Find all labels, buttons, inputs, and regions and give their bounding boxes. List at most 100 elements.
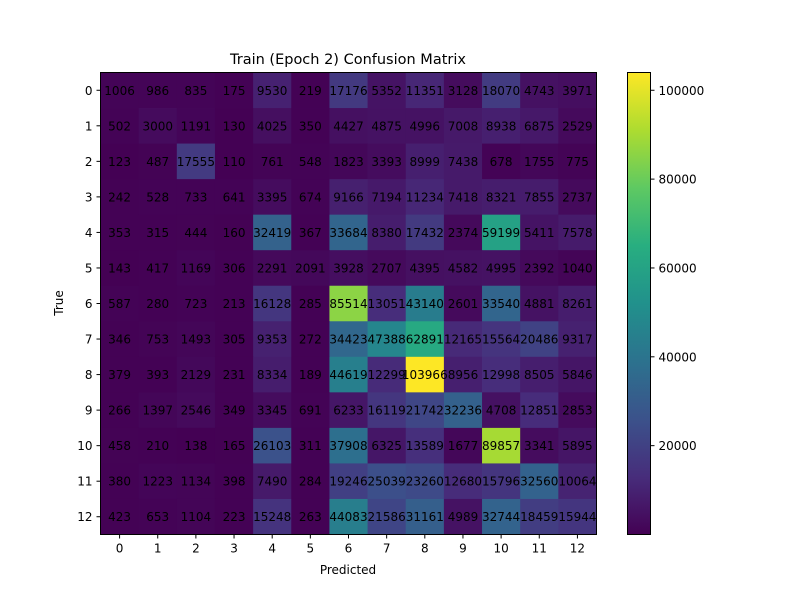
cell-value-label: 12165 <box>444 333 482 347</box>
cell-value-label: 8956 <box>448 368 479 382</box>
cell-value-label: 311 <box>299 439 322 453</box>
heatmap-cell <box>329 72 368 109</box>
heatmap-cell <box>520 498 559 535</box>
cell-value-label: 12680 <box>444 475 482 489</box>
cell-value-label: 231 <box>223 368 246 382</box>
cell-value-label: 26103 <box>253 439 291 453</box>
cell-value-label: 213 <box>223 297 246 311</box>
cell-value-label: 4989 <box>448 510 479 524</box>
cell-value-label: 2392 <box>524 261 555 275</box>
heatmap-cell <box>367 250 407 287</box>
heatmap-cell <box>253 143 292 180</box>
heatmap-cell <box>443 463 483 500</box>
cell-value-label: 502 <box>108 119 131 133</box>
cell-value-label: 678 <box>490 155 513 169</box>
heatmap-cell <box>558 356 597 393</box>
heatmap-cell <box>443 392 483 429</box>
cell-value-label: 674 <box>299 190 322 204</box>
cell-value-label: 444 <box>184 226 207 240</box>
heatmap-cell <box>138 108 178 144</box>
cell-value-label: 44619 <box>329 368 367 382</box>
cell-value-label: 242 <box>108 190 131 204</box>
heatmap-cell <box>443 321 483 358</box>
heatmap-cell <box>482 321 521 358</box>
cell-value-label: 7194 <box>371 190 402 204</box>
cell-value-label: 653 <box>146 510 169 524</box>
cell-value-label: 1104 <box>181 510 212 524</box>
cell-value-label: 62891 <box>406 333 444 347</box>
heatmap-cell <box>405 321 445 358</box>
heatmap-cell <box>291 498 330 535</box>
cell-value-label: 4743 <box>524 84 555 98</box>
cell-value-label: 305 <box>223 333 246 347</box>
y-tick-label: 3 <box>85 190 93 204</box>
cell-value-label: 33684 <box>329 226 367 240</box>
cell-value-label: 8505 <box>524 368 555 382</box>
x-axis-label: Predicted <box>320 563 376 577</box>
heatmap-cell-labels: 1006 986 835 175 9530 219 17176 5352 11351 3128 18… <box>104 84 596 524</box>
y-tick-label: 9 <box>85 404 93 418</box>
x-tick-label: 2 <box>192 542 200 556</box>
y-tick-label: 5 <box>85 261 93 275</box>
heatmap-cell <box>100 72 140 109</box>
cell-value-label: 175 <box>223 84 246 98</box>
heatmap-cell <box>253 498 292 535</box>
x-tick-label: 11 <box>532 542 547 556</box>
cell-value-label: 7438 <box>448 155 479 169</box>
heatmap-cell <box>558 108 597 144</box>
heatmap-cell <box>367 143 407 180</box>
x-axis-ticks: 0 1 2 3 4 5 6 7 8 9 10 11 12 <box>116 534 585 556</box>
cell-value-label: 17432 <box>406 226 444 240</box>
y-tick-label: 10 <box>77 439 92 453</box>
heatmap-cell <box>520 179 559 216</box>
cell-value-label: 103966 <box>402 368 448 382</box>
heatmap-cell <box>214 250 254 287</box>
heatmap-cell <box>176 392 216 429</box>
heatmap-cell <box>329 108 368 144</box>
heatmap-cell <box>100 427 140 464</box>
x-tick-label: 4 <box>268 542 276 556</box>
cell-value-label: 25039 <box>368 475 406 489</box>
cell-value-label: 85514 <box>329 297 367 311</box>
cell-value-label: 1169 <box>181 261 212 275</box>
cell-value-label: 15564 <box>482 333 520 347</box>
heatmap-cell <box>138 356 178 393</box>
heatmap-cell <box>214 498 254 535</box>
heatmap-cell <box>482 108 521 144</box>
heatmap-cell <box>520 143 559 180</box>
heatmap-cell <box>405 356 445 393</box>
cell-value-label: 44083 <box>329 510 367 524</box>
heatmap-cell <box>214 463 254 500</box>
heatmap-cell <box>558 214 597 251</box>
cell-value-label: 9353 <box>257 333 288 347</box>
cell-value-label: 2374 <box>448 226 479 240</box>
cell-value-label: 23260 <box>406 475 444 489</box>
heatmap-cell <box>100 392 140 429</box>
heatmap-cell <box>329 427 368 464</box>
cell-value-label: 32236 <box>444 404 482 418</box>
cell-value-label: 3128 <box>448 84 479 98</box>
heatmap-cell <box>443 72 483 109</box>
cell-value-label: 1134 <box>181 475 212 489</box>
x-tick-label: 0 <box>116 542 124 556</box>
cell-value-label: 3395 <box>257 190 288 204</box>
cell-value-label: 8334 <box>257 368 288 382</box>
cell-value-label: 315 <box>146 226 169 240</box>
y-tick-label: 2 <box>85 155 93 169</box>
cell-value-label: 17176 <box>329 84 367 98</box>
cell-value-label: 11351 <box>406 84 444 98</box>
cell-value-label: 379 <box>108 368 131 382</box>
heatmap-cell <box>367 321 407 358</box>
heatmap-cell <box>443 143 483 180</box>
heatmap-cell <box>367 392 407 429</box>
colorbar <box>627 72 651 535</box>
heatmap-cell <box>291 427 330 464</box>
cell-value-label: 1755 <box>524 155 555 169</box>
cell-value-label: 4708 <box>486 404 517 418</box>
heatmap-cell <box>214 72 254 109</box>
cell-value-label: 10064 <box>558 475 596 489</box>
cell-value-label: 346 <box>108 333 131 347</box>
heatmap-cell <box>214 392 254 429</box>
heatmap-cell <box>329 250 368 287</box>
